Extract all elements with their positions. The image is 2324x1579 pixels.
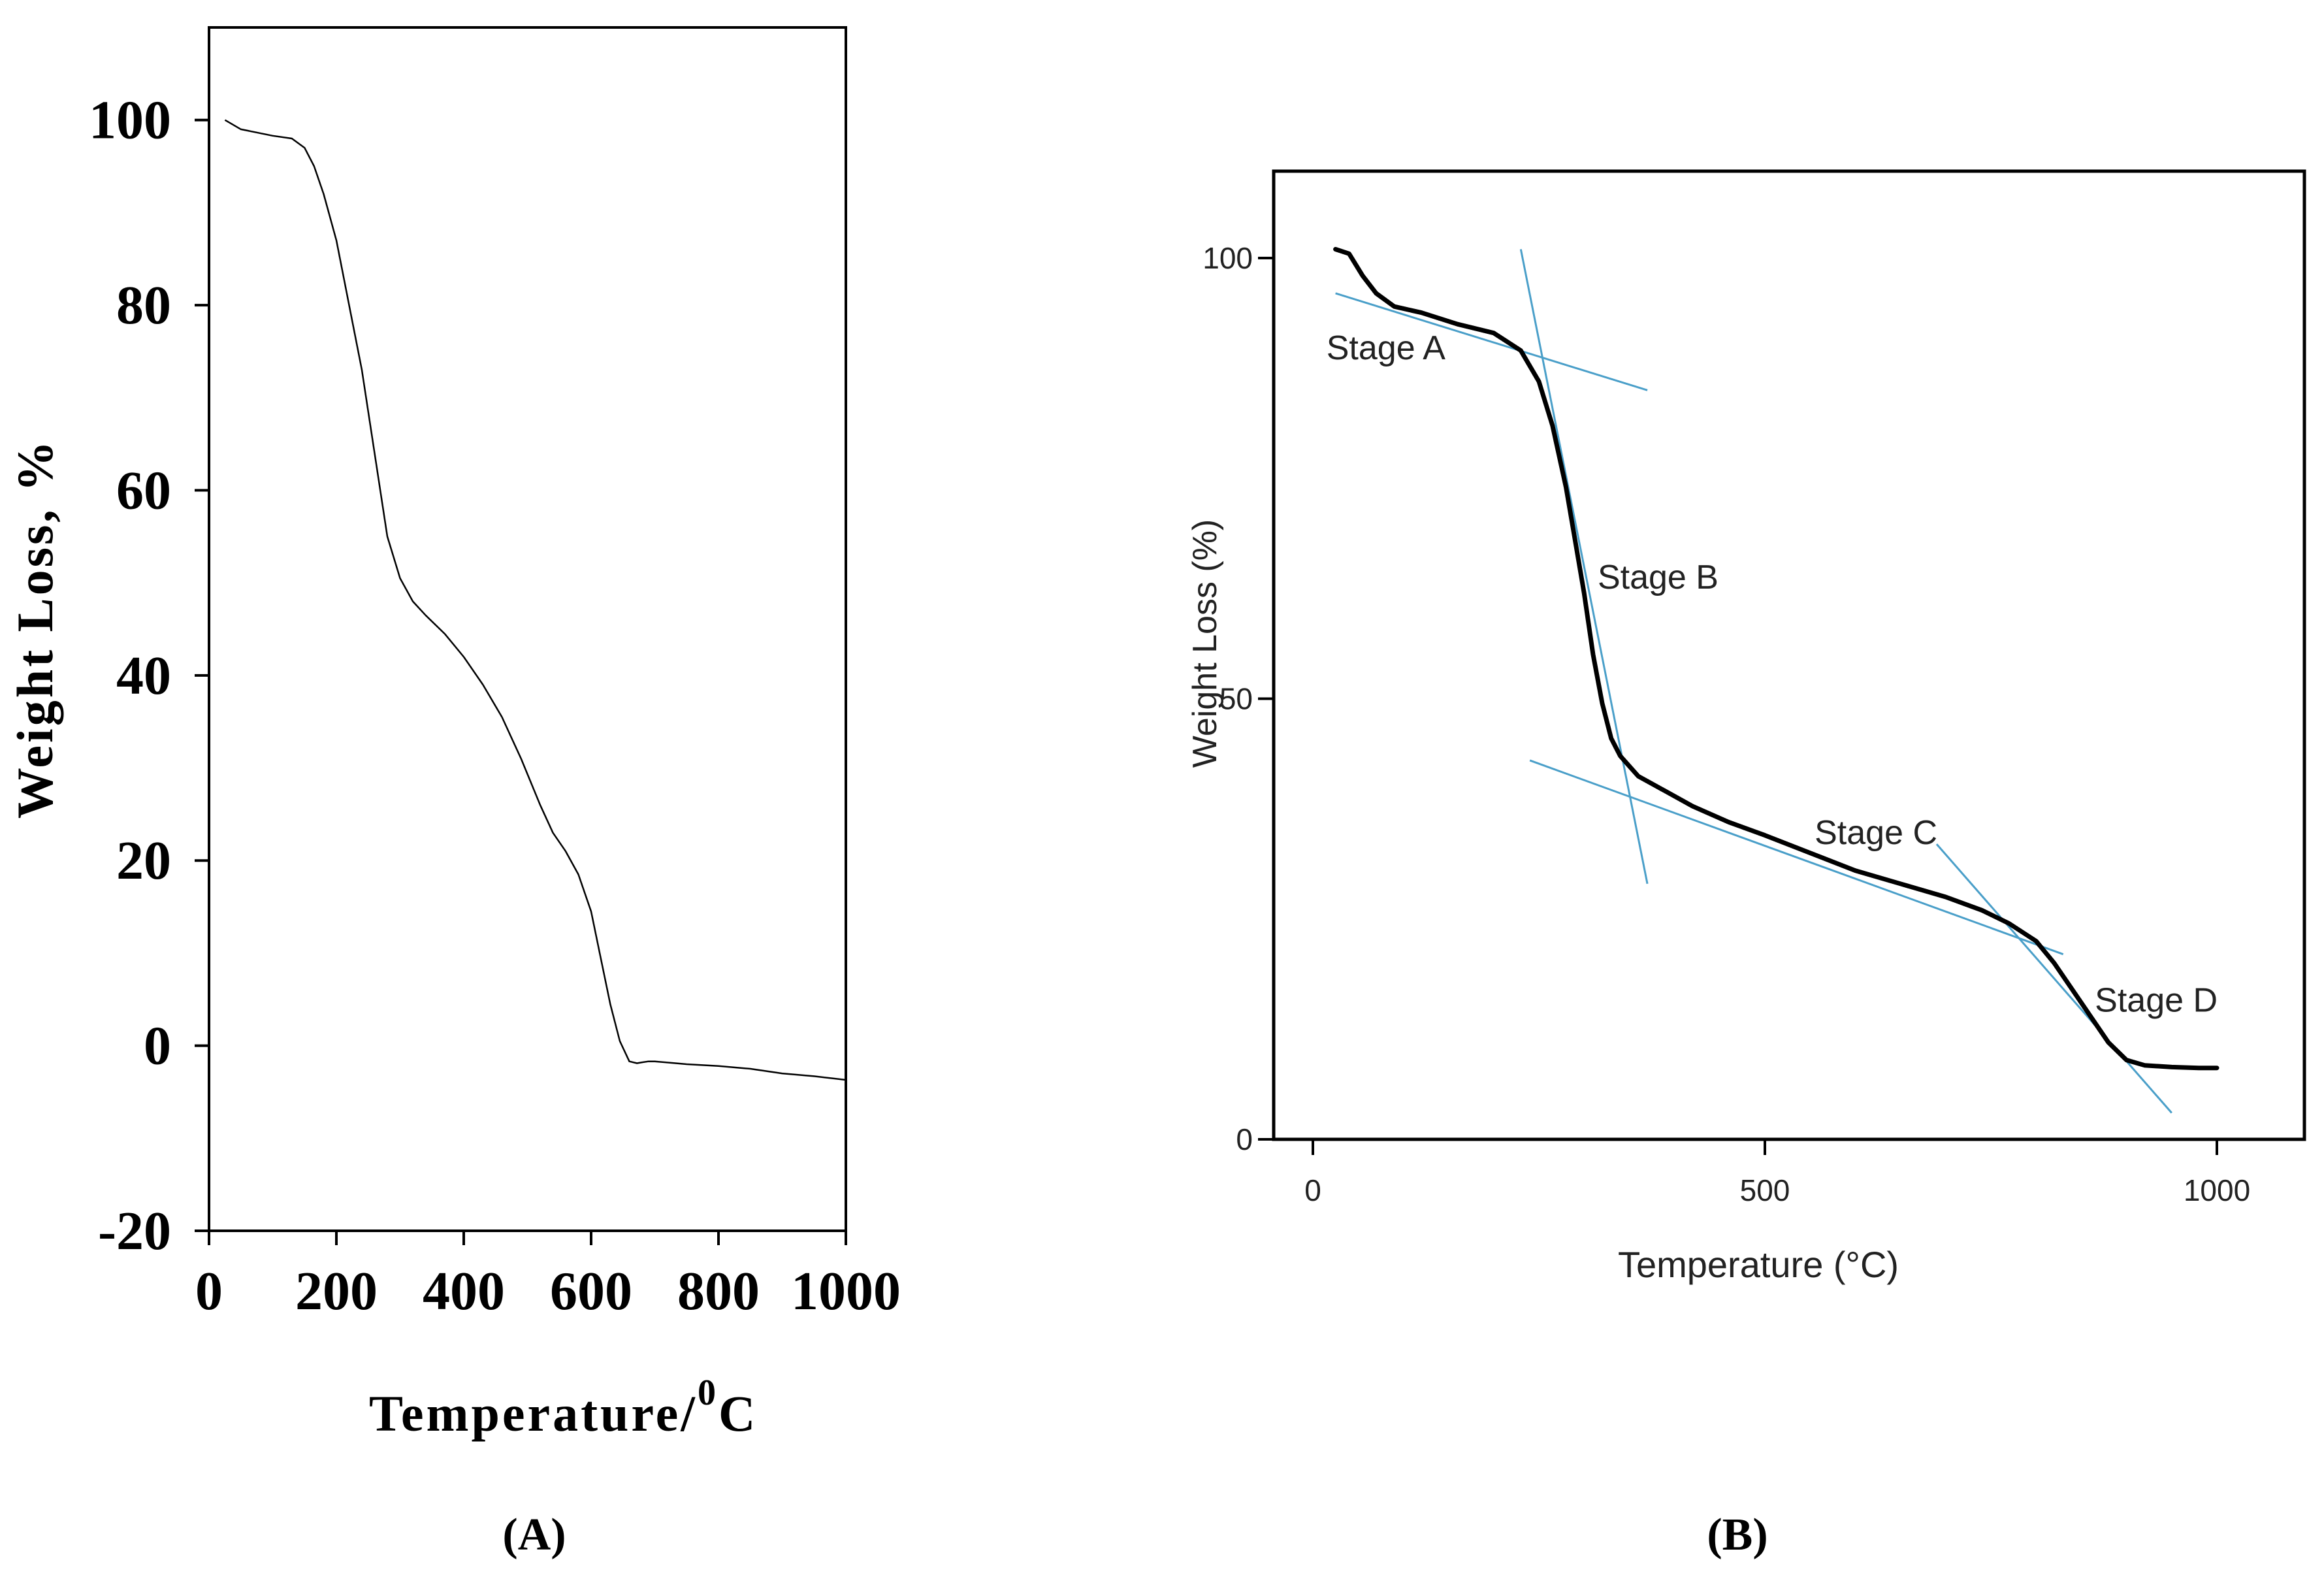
chart-b-annotation-stage-c: Stage C	[1815, 814, 1937, 852]
chart-a-ylabel: Weight Loss, %	[7, 438, 63, 819]
chart-b-xlabel: Temperature (°C)	[1618, 1244, 1899, 1285]
chart-a-series-line	[224, 119, 847, 1081]
chart-a-xlabel: Temperature/0C	[369, 1373, 758, 1442]
chart-a-y-tick-label: 100	[89, 90, 171, 151]
chart-a-x-tick-label: 200	[295, 1261, 378, 1322]
chart-a-y-tick-label: 0	[144, 1016, 171, 1077]
chart-a-xlabel-unit: C	[718, 1385, 758, 1442]
chart-a-x-tick-label: 1000	[791, 1261, 901, 1322]
chart-b-tangent-stage-d	[1935, 843, 2172, 1114]
chart-b-series-line	[1333, 247, 2219, 1071]
chart-a-xlabel-degree: 0	[698, 1373, 718, 1413]
chart-b-plot-frame	[1272, 169, 2306, 1141]
chart-b-tangent-stage-a	[1335, 292, 1648, 391]
chart-b-annotation-stage-d: Stage D	[2095, 981, 2218, 1019]
chart-a-y-tick-label: 40	[116, 645, 171, 706]
chart-b-tangent-stage-b	[1519, 249, 1649, 885]
chart-a: 0 200 400 600 800 1000 -20 0 20 40 60 80 100 Weight …	[7, 26, 901, 1560]
chart-b-x-tick-label: 0	[1304, 1173, 1321, 1207]
chart-b-annotation-stage-a: Stage A	[1327, 329, 1445, 367]
chart-b-y-tick-label: 100	[1202, 241, 1253, 275]
chart-b-ylabel: Weight Loss (%)	[1186, 519, 1224, 768]
panel-label-a: (A)	[502, 1510, 566, 1560]
chart-a-x-tick-label: 400	[423, 1261, 505, 1322]
chart-a-xlabel-text: Temperature/	[369, 1385, 698, 1442]
chart-b-x-tick-label: 1000	[2184, 1173, 2250, 1207]
chart-b: 0 500 1000 0 50 100 Stage A Stage B Stage C Stag…	[1186, 169, 2306, 1560]
chart-a-y-tick-label: 80	[116, 275, 171, 336]
chart-b-annotation-stage-b: Stage B	[1598, 559, 1719, 596]
chart-b-y-tick-label: 0	[1236, 1122, 1253, 1156]
chart-a-x-tick-label: 0	[195, 1261, 223, 1322]
chart-a-plot-frame	[208, 26, 847, 1232]
chart-b-y-tick-label: 50	[1219, 682, 1253, 716]
chart-a-y-tick-label: 60	[116, 460, 171, 521]
chart-a-x-tick-label: 800	[677, 1261, 760, 1322]
chart-a-x-tick-label: 600	[550, 1261, 632, 1322]
chart-a-y-tick-label: -20	[98, 1201, 171, 1262]
chart-b-x-tick-label: 500	[1740, 1173, 1790, 1207]
chart-b-tangent-stage-c	[1529, 759, 2064, 956]
panel-label-b: (B)	[1707, 1510, 1767, 1560]
chart-a-y-tick-label: 20	[116, 830, 171, 891]
